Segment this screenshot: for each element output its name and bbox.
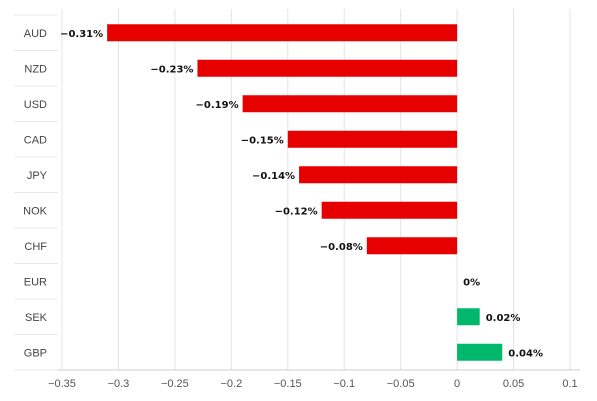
category-label-usd: USD [24,99,47,111]
data-label-cad: −0.15% [241,135,284,146]
bar-sek [457,308,480,326]
data-label-chf: −0.08% [320,242,363,253]
bar-chf [366,237,458,255]
bars [107,24,503,361]
data-label-jpy: −0.14% [252,171,295,182]
x-axis-ticks: −0.35 −0.3 −0.25 −0.2 −0.15 −0.1 −0.05 0 0.05 0.1 [48,378,578,390]
x-tick-label-9: 0.1 [562,378,577,390]
category-label-cad: CAD [24,134,47,146]
bar-jpy [299,166,458,184]
data-labels: −0.31% −0.23% −0.19% −0.15% −0.14% −0.12% −0.0… [60,29,543,360]
bar-gbp [457,343,503,361]
x-tick-label-6: −0.05 [387,378,415,390]
x-tick-label-3: −0.2 [220,378,242,390]
category-label-aud: AUD [24,28,47,40]
category-label-gbp: GBP [24,347,47,359]
x-tick-label-0: −0.35 [48,378,76,390]
data-label-sek: 0.02% [486,313,521,324]
category-labels: AUD NZD USD CAD JPY NOK CHF EUR SEK GBP [23,28,48,360]
bar-nzd [197,59,458,77]
data-label-nzd: −0.23% [150,64,193,75]
data-label-gbp: 0.04% [508,348,543,359]
x-tick-label-7: 0 [454,378,460,390]
category-label-nok: NOK [23,205,48,217]
x-tick-label-2: −0.25 [161,378,189,390]
data-label-nok: −0.12% [275,206,318,217]
category-label-sek: SEK [25,312,48,324]
x-tick-label-5: −0.1 [333,378,355,390]
category-label-eur: EUR [24,276,47,288]
category-label-jpy: JPY [27,170,48,182]
category-separators [14,14,58,371]
bar-nok [321,201,458,219]
x-tick-label-4: −0.15 [274,378,302,390]
bar-usd [242,95,458,113]
x-tick-label-1: −0.3 [108,378,130,390]
category-label-chf: CHF [24,241,47,253]
category-label-nzd: NZD [24,63,47,75]
bar-aud [107,24,458,42]
x-tick-label-8: 0.05 [503,378,524,390]
data-label-usd: −0.19% [196,100,239,111]
bar-cad [287,130,458,148]
data-label-eur: 0% [463,277,480,288]
data-label-aud: −0.31% [60,29,103,40]
